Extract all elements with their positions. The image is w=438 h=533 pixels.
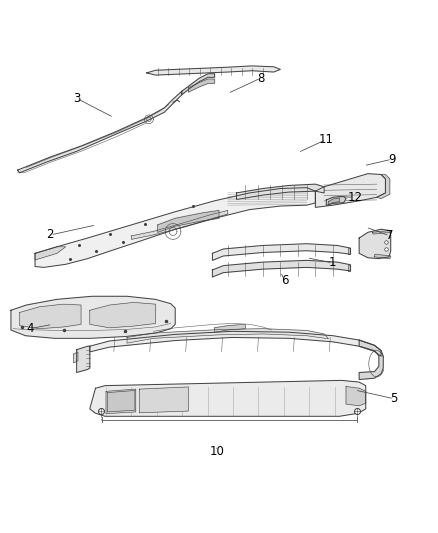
Polygon shape xyxy=(215,324,245,332)
Polygon shape xyxy=(212,260,350,277)
Polygon shape xyxy=(77,346,90,373)
Polygon shape xyxy=(90,302,155,328)
Polygon shape xyxy=(20,304,81,329)
Polygon shape xyxy=(212,244,350,260)
Polygon shape xyxy=(374,254,391,259)
Polygon shape xyxy=(35,188,315,268)
Polygon shape xyxy=(147,66,280,75)
Polygon shape xyxy=(182,74,215,95)
Text: 11: 11 xyxy=(319,133,334,146)
Polygon shape xyxy=(326,197,346,205)
Polygon shape xyxy=(372,231,391,234)
Polygon shape xyxy=(11,296,175,338)
Polygon shape xyxy=(107,391,135,412)
Text: 6: 6 xyxy=(281,274,289,287)
Polygon shape xyxy=(18,91,182,173)
Polygon shape xyxy=(139,387,188,413)
Polygon shape xyxy=(127,329,328,343)
Text: 7: 7 xyxy=(386,229,394,243)
Text: 1: 1 xyxy=(329,256,337,270)
Polygon shape xyxy=(90,332,381,356)
Text: 12: 12 xyxy=(347,191,362,204)
Polygon shape xyxy=(359,229,391,259)
Polygon shape xyxy=(328,198,339,205)
Polygon shape xyxy=(158,211,219,232)
Text: 4: 4 xyxy=(26,322,34,335)
Polygon shape xyxy=(90,381,366,416)
Text: 8: 8 xyxy=(257,71,264,85)
Polygon shape xyxy=(35,247,66,260)
Text: 10: 10 xyxy=(209,445,224,458)
Polygon shape xyxy=(359,340,383,379)
Polygon shape xyxy=(315,174,385,207)
Polygon shape xyxy=(188,79,215,92)
Polygon shape xyxy=(377,174,390,199)
Text: 3: 3 xyxy=(73,92,80,105)
Polygon shape xyxy=(131,211,228,239)
Text: 5: 5 xyxy=(391,392,398,405)
Polygon shape xyxy=(237,184,324,199)
Polygon shape xyxy=(348,265,350,271)
Polygon shape xyxy=(346,386,366,406)
Polygon shape xyxy=(74,352,78,363)
Polygon shape xyxy=(348,248,350,254)
Polygon shape xyxy=(106,389,136,414)
Text: 2: 2 xyxy=(46,229,54,241)
Text: 9: 9 xyxy=(388,152,396,166)
